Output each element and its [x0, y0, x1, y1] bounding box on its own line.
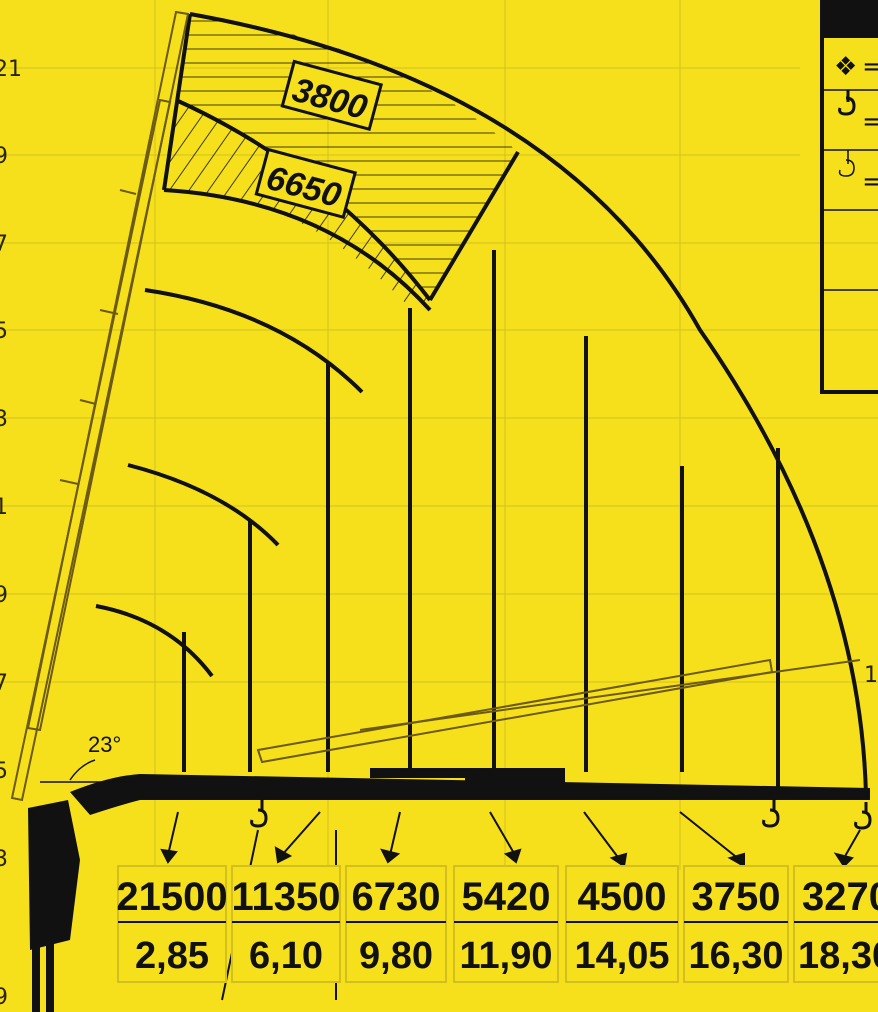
reach-arc	[95, 604, 214, 678]
capacity-reach: 6,10	[249, 935, 323, 977]
axis-label: 21	[0, 57, 22, 82]
envelope-radial-line	[428, 150, 520, 302]
low-boom	[256, 658, 861, 764]
raised-boom	[10, 10, 190, 802]
capacity-box: 11350 6,10	[231, 865, 341, 983]
capacity-reach: 11,90	[460, 935, 553, 977]
capacity-box: 5420 11,90	[453, 865, 559, 983]
capacity-box: 4500 14,05	[565, 865, 679, 983]
capacity-load: 11350	[231, 875, 340, 919]
angle-label: 23°	[88, 732, 121, 757]
legend-equals: =	[862, 52, 878, 82]
reach-verticals	[182, 250, 780, 790]
capacity-reach: 16,30	[688, 935, 783, 977]
capacity-box: 6730 9,80	[345, 865, 447, 983]
reach-arc	[127, 463, 280, 547]
hook-outline-icon	[838, 150, 855, 177]
axis-label: 5	[0, 319, 8, 344]
capacity-load: 4500	[578, 875, 667, 919]
capacity-reach: 14,05	[574, 935, 669, 977]
load-zone-3800	[176, 14, 518, 300]
axis-label: 1	[0, 495, 8, 520]
axis-label: 7	[0, 232, 8, 257]
hook-icon	[250, 800, 268, 828]
diamond-cluster-icon: ❖	[834, 52, 857, 82]
outer-envelope-arc	[189, 12, 868, 796]
envelope-left-edge	[162, 13, 192, 191]
capacity-load: 5420	[462, 875, 551, 919]
main-boom	[70, 768, 870, 815]
reach-arc	[420, 310, 700, 470]
axis-label: 5	[0, 759, 8, 784]
right-edge-label: 1	[864, 663, 878, 688]
capacity-box: 21500 2,85	[116, 865, 228, 983]
legend-panel: ❖ = = =	[820, 0, 878, 394]
capacity-box: 3750 16,30	[683, 865, 789, 983]
capacity-load: 21500	[116, 875, 227, 919]
capacity-load: 3750	[692, 875, 781, 919]
hook-icons	[250, 800, 872, 830]
axis-label: 3	[0, 407, 8, 432]
legend-equals: =	[862, 107, 878, 137]
axis-label: 9	[0, 985, 8, 1010]
height-axis-labels: 21 9 7 5 3 1 9 7 5 3 9	[0, 57, 22, 1010]
capacity-reach: 2,85	[135, 935, 209, 977]
axis-label: 9	[0, 583, 8, 608]
capacity-load: 6730	[352, 875, 441, 919]
axis-label: 9	[0, 144, 8, 169]
reach-arc	[144, 288, 364, 394]
hook-icon	[838, 90, 856, 116]
angle-annotation: 23°	[40, 732, 140, 783]
hook-icon	[762, 800, 780, 828]
legend-equals: =	[862, 167, 878, 197]
capacity-boxes: 21500 2,85 11350 6,10 6730 9,80 5420 11,…	[116, 865, 878, 983]
crane-column	[28, 800, 80, 1012]
capacity-reach: 9,80	[359, 935, 433, 977]
hook-outline-icon	[854, 802, 872, 830]
axis-label: 7	[0, 671, 8, 696]
capacity-load: 3270	[802, 875, 878, 919]
zone-boundary	[163, 188, 432, 312]
axis-label: 3	[0, 847, 8, 872]
capacity-box: 3270 18,30	[793, 865, 878, 983]
capacity-reach: 18,30	[798, 935, 878, 977]
